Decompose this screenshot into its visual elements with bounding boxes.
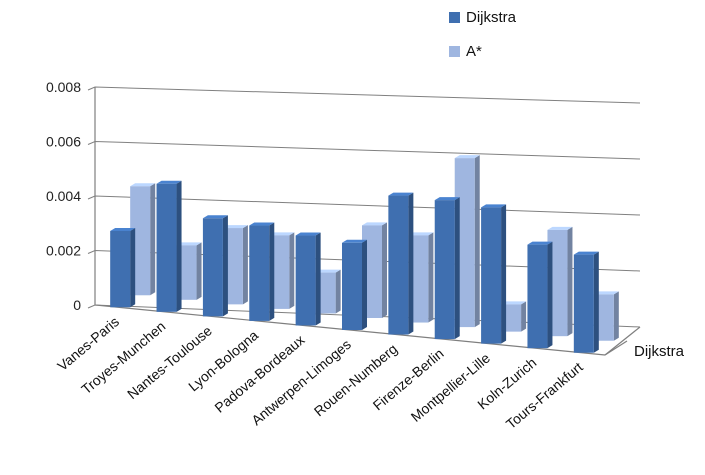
bar-dijkstra-firenze-berlin-side (454, 197, 460, 340)
bar-dijkstra-antwerpen-limoges-front (342, 242, 362, 330)
gridline (87, 140, 641, 160)
y-tick-label: 0.006 (46, 134, 81, 150)
bar-astar-troyes-munchen-side (196, 242, 202, 300)
bar-dijkstra-montpellier-lille-top (481, 204, 507, 208)
bar-dijkstra-troyes-munchen-front (156, 183, 177, 312)
bar-dijkstra-montpellier-lille-front (481, 207, 502, 344)
floor-edge (604, 326, 641, 356)
bar-dijkstra-rouen-numberg (388, 192, 414, 335)
bar-astar-tours-frankfurt-side (613, 291, 619, 341)
bar-dijkstra-padova-bordeaux (295, 232, 321, 326)
bar-dijkstra-padova-bordeaux-side (315, 232, 321, 326)
x-tick-label-antwerpen-limoges: Antwerpen-Limoges (248, 336, 354, 428)
bar-dijkstra-montpellier-lille-side (501, 204, 507, 344)
bar-astar-nantes-toulouse-side (242, 225, 248, 305)
y-axis: 0 0.002 0.004 0.006 0.008 (46, 79, 81, 313)
bar-astar-vanes-paris-side (150, 183, 156, 296)
bar-astar-koln-zurich-top (547, 226, 573, 230)
bar-dijkstra-antwerpen-limoges-top (342, 239, 367, 243)
bar-dijkstra-vanes-paris-top (110, 227, 136, 231)
gridline (87, 86, 641, 104)
bar-dijkstra-tours-frankfurt (573, 251, 599, 353)
bar-dijkstra-antwerpen-limoges (342, 239, 367, 330)
y-tick-label: 0.002 (46, 243, 81, 259)
bar-dijkstra-rouen-numberg-side (408, 192, 414, 335)
y-tick-label: 0 (73, 297, 81, 313)
bar-dijkstra-padova-bordeaux-top (295, 232, 321, 236)
bar-dijkstra-rouen-numberg-top (388, 192, 414, 196)
bar-dijkstra-vanes-paris (110, 227, 136, 308)
bar-dijkstra-lyon-bologna-front (249, 225, 270, 321)
bar-dijkstra-padova-bordeaux-front (295, 235, 316, 326)
bar-dijkstra-lyon-bologna (249, 222, 275, 321)
legend-label-astar: A* (466, 43, 482, 60)
bar-dijkstra-koln-zurich (527, 241, 553, 349)
bar-dijkstra-troyes-munchen-top (156, 180, 182, 184)
bar-dijkstra-koln-zurich-top (527, 241, 553, 245)
bar-astar-montpellier-lille-side (521, 301, 527, 332)
bar-dijkstra-firenze-berlin-front (434, 200, 455, 340)
bar-astar-lyon-bologna-side (289, 232, 295, 309)
bar-dijkstra-tours-frankfurt-top (573, 251, 599, 255)
bar-astar-padova-bordeaux-top (315, 269, 341, 273)
y-tick-label: 0.008 (46, 79, 81, 95)
bar-dijkstra-koln-zurich-front (527, 244, 548, 349)
legend: Dijkstra A* (449, 9, 517, 60)
legend-swatch-dijkstra (449, 12, 460, 23)
bar-astar-lyon-bologna-top (269, 232, 295, 236)
bar-dijkstra-vanes-paris-front (110, 230, 131, 308)
bar-astar-rouen-numberg-side (428, 232, 434, 323)
floor-corner (604, 340, 628, 356)
bar-astar-tours-frankfurt-top (593, 291, 619, 295)
bar-astar-vanes-paris-top (130, 183, 156, 187)
bar-astar-montpellier-lille-top (501, 301, 527, 305)
bars (110, 155, 619, 353)
depth-axis-label: Dijkstra (634, 343, 685, 360)
x-tick-label-padova-bordeaux: Padova-Bordeaux (211, 331, 307, 415)
bar-astar-firenze-berlin-side (474, 155, 480, 328)
bar-dijkstra-nantes-toulouse-side (222, 215, 228, 317)
bar-dijkstra-lyon-bologna-top (249, 222, 275, 226)
bar-dijkstra-firenze-berlin (434, 197, 460, 340)
bar-astar-nantes-toulouse-top (222, 225, 248, 229)
bar-dijkstra-antwerpen-limoges-side (362, 239, 367, 330)
bar-dijkstra-troyes-munchen-side (176, 180, 182, 312)
bar-dijkstra-vanes-paris-side (130, 227, 136, 308)
bar-dijkstra-koln-zurich-side (547, 241, 553, 349)
bar-astar-koln-zurich-side (567, 226, 573, 337)
bar-dijkstra-nantes-toulouse-top (202, 215, 228, 219)
bar-astar-troyes-munchen-top (176, 242, 202, 246)
bar-astar-firenze-berlin-top (454, 155, 480, 159)
bar-dijkstra-tours-frankfurt-side (593, 251, 599, 353)
bar-astar-antwerpen-limoges-top (362, 222, 387, 226)
bar-dijkstra-nantes-toulouse-front (202, 218, 223, 317)
bar-dijkstra-firenze-berlin-top (434, 197, 460, 201)
bar-dijkstra-tours-frankfurt-front (573, 254, 594, 353)
bar-dijkstra-troyes-munchen (156, 180, 182, 312)
bar-dijkstra-rouen-numberg-front (388, 195, 409, 335)
bar-dijkstra-montpellier-lille (481, 204, 507, 344)
bar-dijkstra-nantes-toulouse (202, 215, 228, 317)
legend-swatch-astar (449, 46, 460, 57)
y-tick-label: 0.004 (46, 188, 81, 204)
bar-astar-padova-bordeaux-side (335, 269, 341, 314)
bar-dijkstra-lyon-bologna-side (269, 222, 275, 321)
legend-label-dijkstra: Dijkstra (466, 9, 517, 26)
bar-astar-rouen-numberg-top (408, 232, 434, 236)
bar-astar-antwerpen-limoges-side (382, 222, 387, 318)
